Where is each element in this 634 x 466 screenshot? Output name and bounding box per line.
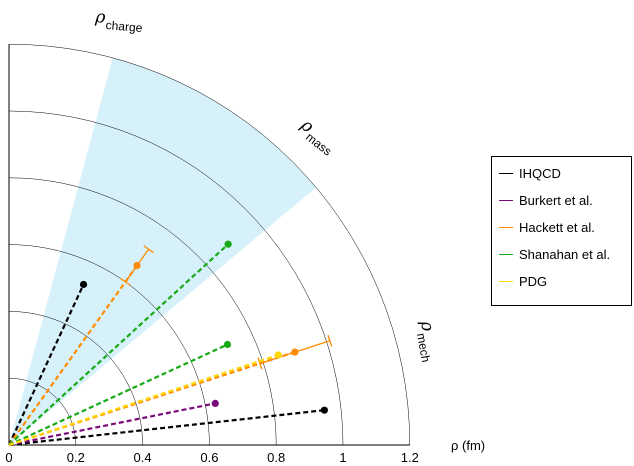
tick-label: 0 — [5, 450, 12, 465]
mass-label-sub: mass — [303, 130, 334, 159]
legend-label: PDG — [519, 273, 548, 289]
charge-label-base: ρ — [94, 7, 107, 28]
legend: IHQCD Burkert et al. Hackett et al. Shanaha… — [491, 156, 632, 306]
mech-label-sub: mech — [414, 332, 433, 363]
error-cap — [257, 357, 263, 370]
legend-item: IHQCD — [499, 163, 561, 183]
grid-arc — [8, 177, 277, 446]
dashed-ray — [8, 402, 216, 447]
series-layer — [8, 240, 333, 447]
dashed-ray — [8, 243, 229, 446]
grid-arc — [8, 43, 411, 446]
grid-layer — [8, 43, 411, 446]
legend-swatch — [499, 172, 513, 174]
dashed-ray — [8, 264, 138, 446]
tick-label: 0.4 — [134, 450, 152, 465]
error-cap — [120, 277, 131, 286]
grid-arc — [8, 311, 143, 446]
series-pdg — [8, 351, 282, 447]
data-point — [223, 340, 232, 349]
mech-label-base: ρ — [416, 318, 438, 332]
tick-label: 0.6 — [200, 450, 218, 465]
data-point — [224, 240, 232, 248]
data-point — [274, 351, 282, 359]
legend-label: Burkert et al. — [519, 192, 593, 208]
data-point — [133, 261, 141, 270]
dashed-ray — [8, 353, 279, 447]
legend-item: PDG — [499, 271, 547, 291]
error-cap — [143, 245, 154, 254]
data-point — [320, 406, 328, 414]
legend-item: Burkert et al. — [499, 190, 593, 210]
tick-label: 1 — [339, 450, 346, 465]
legend-swatch — [499, 280, 513, 282]
dashed-ray — [8, 409, 325, 447]
legend-label: IHQCD — [519, 165, 561, 181]
charge-label-sub: charge — [105, 18, 143, 35]
legend-label: Hackett et al. — [519, 219, 595, 235]
dashed-ray — [8, 283, 85, 446]
grid-arc — [8, 110, 344, 446]
series-burkert-et-al- — [8, 399, 219, 447]
legend-swatch — [499, 253, 513, 255]
legend-label: Shanahan et al. — [519, 246, 611, 262]
legend-swatch — [499, 199, 513, 201]
dashed-ray — [8, 343, 228, 446]
confidence-band-layer — [9, 57, 317, 445]
data-point — [79, 280, 88, 289]
legend-item: Hackett et al. — [499, 217, 595, 237]
error-cap — [327, 334, 333, 347]
series-shanahan-et-al- — [8, 240, 232, 446]
legend-swatch — [499, 226, 513, 228]
data-point — [291, 348, 299, 356]
legend-item: Shanahan et al. — [499, 244, 610, 264]
data-point — [211, 399, 219, 408]
tick-label: 0.8 — [267, 450, 285, 465]
x-axis-label: ρ (fm) — [451, 438, 485, 453]
tick-label: 1.2 — [401, 450, 419, 465]
grid-arc — [8, 244, 210, 446]
confidence-band — [9, 57, 317, 445]
series-ihqcd — [8, 280, 328, 447]
tick-label: 0.2 — [67, 450, 85, 465]
